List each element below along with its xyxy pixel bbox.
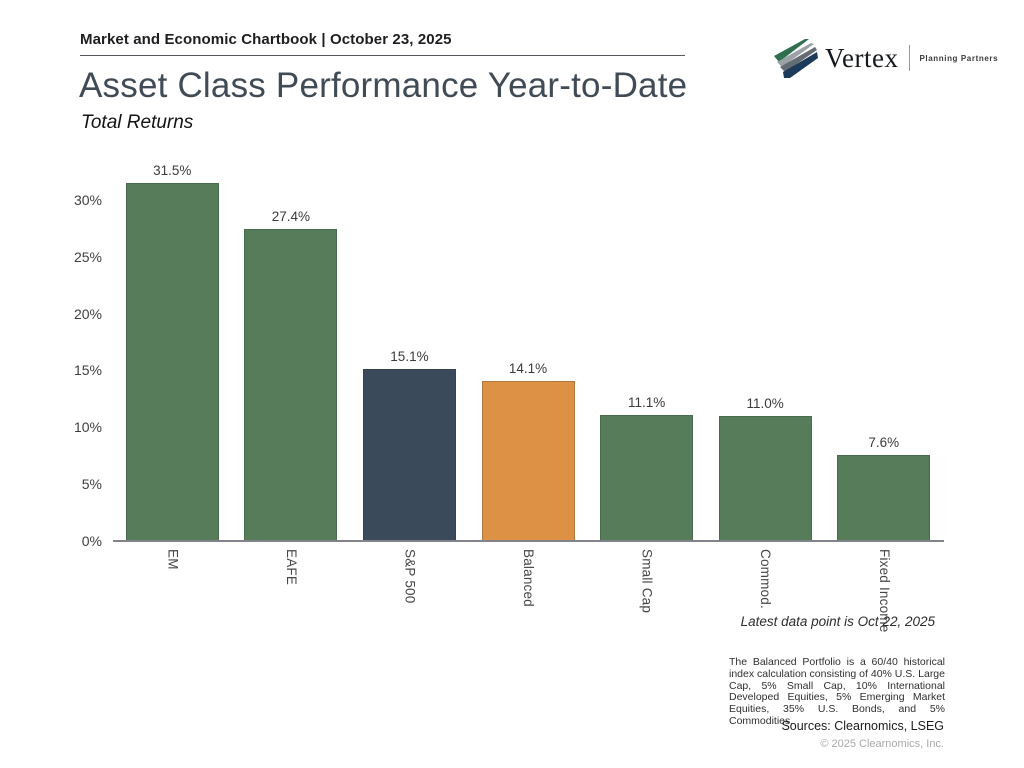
- x-slot: EAFE: [232, 549, 351, 632]
- page-title: Asset Class Performance Year-to-Date: [79, 66, 688, 105]
- x-tick-label: Commod.: [758, 549, 774, 609]
- logo-name: Vertex: [825, 42, 899, 73]
- bar-value-label: 11.0%: [746, 396, 784, 411]
- chartbook-kicker: Market and Economic Chartbook | October …: [80, 31, 452, 48]
- balanced-portfolio-footnote: The Balanced Portfolio is a 60/40 histor…: [729, 656, 945, 727]
- bar-slot: 11.0%: [706, 160, 825, 541]
- copyright-line: © 2025 Clearnomics, Inc.: [820, 738, 944, 750]
- x-tick-label: Fixed Income: [876, 549, 892, 633]
- x-slot: Balanced: [469, 549, 588, 632]
- page-subtitle: Total Returns: [81, 112, 194, 133]
- logo-divider: [909, 45, 911, 71]
- bar-value-label: 14.1%: [508, 361, 548, 376]
- bar-s-p-500: [362, 369, 456, 541]
- x-tick-label: EAFE: [283, 549, 299, 586]
- bar-slot: 7.6%: [824, 160, 943, 541]
- y-tick-label: 5%: [81, 476, 102, 493]
- x-axis-labels: EM EAFE S&P 500 Balanced Small Cap Commod. Fix…: [113, 549, 943, 632]
- header-divider: [80, 55, 685, 56]
- x-slot: S&P 500: [350, 549, 469, 632]
- bar-slot: 14.1%: [469, 160, 588, 541]
- x-slot: Commod.: [706, 549, 825, 632]
- bar-em: [125, 183, 219, 541]
- x-tick-label: EM: [165, 549, 181, 570]
- vertex-logo: Vertex Planning Partners: [772, 38, 998, 78]
- latest-data-note: Latest data point is Oct 22, 2025: [740, 614, 935, 629]
- bar-slot: 27.4%: [232, 160, 351, 541]
- x-tick-label: Small Cap: [639, 549, 655, 614]
- bar-value-label: 7.6%: [868, 435, 900, 450]
- y-tick-label: 0%: [81, 533, 102, 549]
- x-axis-line: [113, 540, 944, 542]
- y-axis: 0% 5% 10% 15% 20% 25% 30%: [50, 160, 108, 549]
- vertex-logo-icon: [772, 38, 818, 78]
- sources-line: Sources: Clearnomics, LSEG: [781, 719, 944, 733]
- x-slot: Fixed Income: [824, 549, 943, 632]
- bar-slot: 31.5%: [113, 160, 232, 541]
- x-tick-label: S&P 500: [402, 549, 418, 604]
- y-tick-label: 30%: [73, 191, 102, 208]
- bar-value-label: 31.5%: [153, 163, 192, 178]
- y-tick-label: 25%: [73, 248, 102, 265]
- y-tick-label: 20%: [73, 305, 102, 322]
- bar-commod-: [718, 416, 812, 541]
- bar-small-cap: [600, 415, 694, 541]
- x-slot: EM: [113, 549, 232, 632]
- bar-slot: 15.1%: [350, 160, 469, 541]
- bar-eafe: [244, 229, 338, 541]
- plot-area: 31.5% 27.4% 15.1% 14.1% 11.1% 11.0% 7.6%: [113, 160, 943, 541]
- bar-value-label: 15.1%: [390, 349, 429, 364]
- logo-tagline: Planning Partners: [919, 53, 999, 63]
- x-tick-label: Balanced: [521, 549, 537, 607]
- bar-slot: 11.1%: [587, 160, 706, 541]
- bar-value-label: 11.1%: [627, 395, 666, 410]
- y-tick-label: 15%: [73, 362, 102, 379]
- x-slot: Small Cap: [587, 549, 706, 632]
- bar-fixed-income: [837, 455, 931, 541]
- y-tick-label: 10%: [73, 419, 102, 436]
- bar-balanced: [481, 381, 575, 541]
- bar-value-label: 27.4%: [271, 209, 310, 224]
